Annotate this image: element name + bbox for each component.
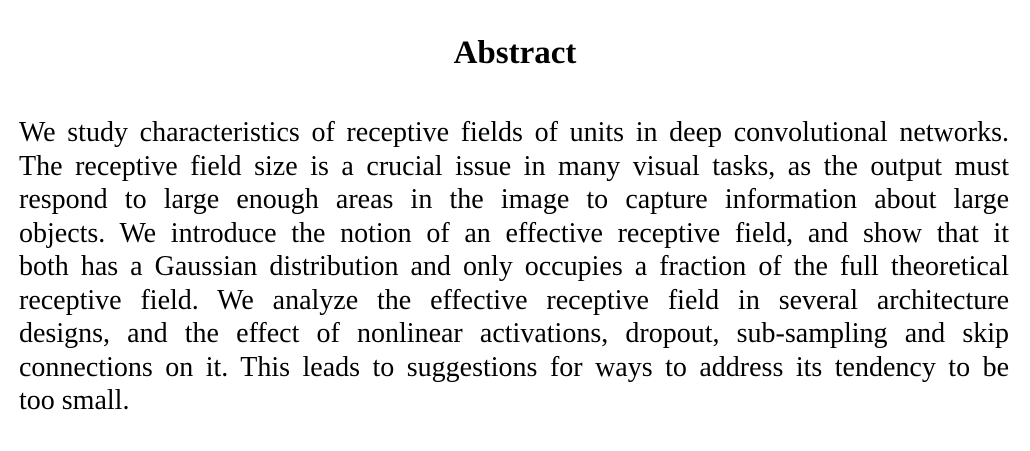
abstract-line: objects. We introduce the notion of an e…	[19, 217, 1009, 249]
abstract-line: We study characteristics of receptive fi…	[19, 117, 1009, 148]
abstract-line: designs, and the effect of nonlinear act…	[19, 318, 1009, 349]
abstract-line: both has a Gaussian distribution and onl…	[19, 251, 1009, 282]
abstract-line: The receptive field size is a crucial is…	[19, 150, 1009, 182]
abstract-heading: Abstract	[453, 35, 577, 71]
abstract-line: respond to large enough areas in the ima…	[19, 184, 1009, 215]
abstract-body: We study characteristics of receptive fi…	[19, 116, 1009, 418]
abstract-line: connections on it. This leads to suggest…	[19, 351, 1009, 383]
abstract-line: receptive field. We analyze the effectiv…	[19, 284, 1009, 316]
abstract-line: too small.	[19, 385, 130, 416]
